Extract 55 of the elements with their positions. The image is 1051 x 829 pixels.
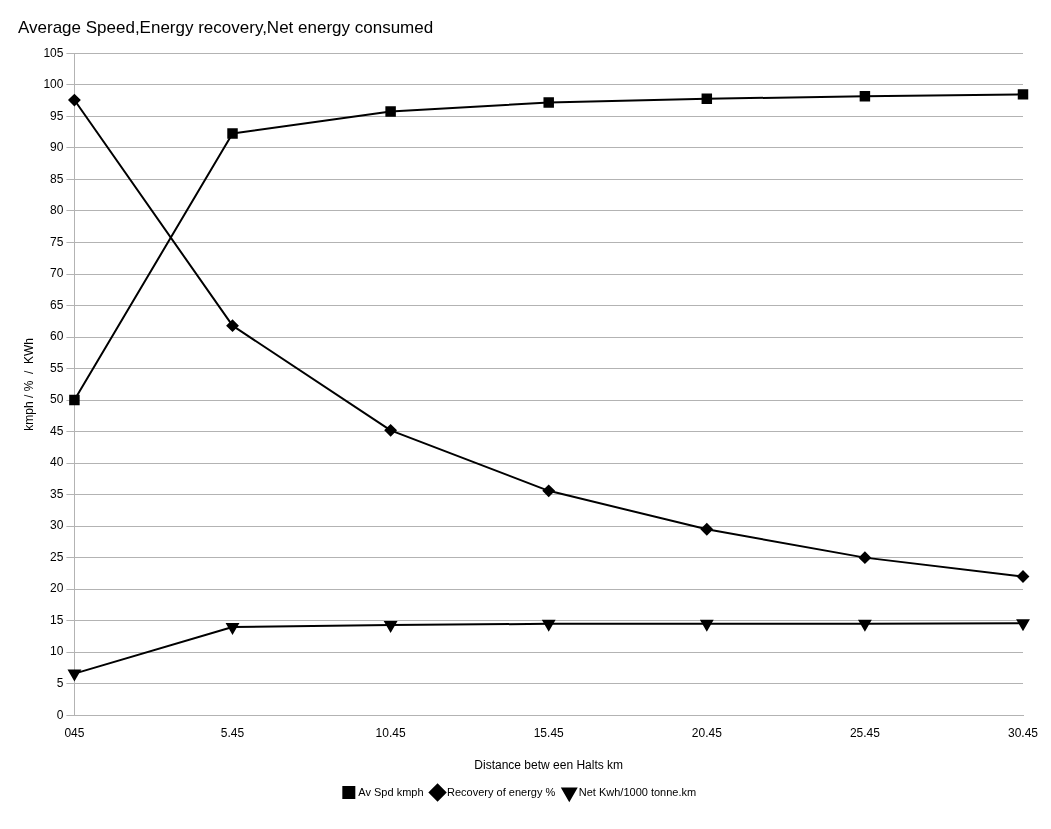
- y-tick-label: 0: [56, 707, 64, 722]
- y-tick-label: 15: [50, 612, 64, 627]
- y-tick-label: 65: [50, 297, 64, 312]
- point: [68, 94, 81, 107]
- point: [701, 93, 713, 105]
- x-tick-label: 5.45: [220, 725, 245, 740]
- point: [384, 424, 397, 437]
- point: [1017, 570, 1029, 583]
- y-tick-label: 20: [50, 581, 64, 596]
- legend-label: Net Kwh/1000 tonne.km: [578, 785, 697, 798]
- x-tick-label: 045: [64, 725, 85, 740]
- y-tick-label: 90: [50, 140, 64, 155]
- y-tick-label: 50: [50, 392, 64, 407]
- x-tick-label: 30.45: [1007, 725, 1039, 740]
- y-tick-label: 45: [50, 423, 64, 438]
- y-tick-label: 85: [50, 171, 64, 186]
- x-tick-label: 20.45: [691, 725, 723, 740]
- x-tick-label: 15.45: [533, 725, 565, 740]
- y-tick-label: 60: [50, 329, 64, 344]
- y-tick-label: 30: [50, 518, 64, 533]
- y-tick-label: 55: [50, 360, 64, 375]
- y-tick-label: 95: [50, 108, 64, 123]
- y-tick-label: 25: [50, 549, 64, 564]
- x-tick-label: 25.45: [849, 725, 881, 740]
- point: [858, 551, 871, 564]
- point: [859, 91, 871, 102]
- x-tick-label: 10.45: [375, 725, 406, 740]
- legend-label: Av Spd kmph: [358, 785, 424, 798]
- point: [69, 394, 80, 406]
- point: [543, 97, 554, 108]
- legend-label: Recovery of energy %: [447, 785, 556, 798]
- point: [1017, 89, 1029, 100]
- point: [385, 106, 396, 117]
- point: [227, 128, 238, 139]
- point: [542, 484, 555, 497]
- y-tick-label: 35: [50, 486, 64, 501]
- y-tick-label: 5: [56, 676, 64, 690]
- y-tick-label: 105: [43, 45, 64, 60]
- x-axis-title: Distance betw een Halts km: [474, 758, 624, 773]
- point: [542, 619, 555, 631]
- y-tick-label: 100: [43, 77, 64, 92]
- point: [858, 619, 872, 631]
- y-axis-title: kmph / % / KWh: [21, 337, 36, 431]
- y-tick-label: 70: [50, 266, 64, 281]
- point: [384, 621, 397, 633]
- point: [226, 319, 239, 332]
- point: [226, 622, 239, 634]
- point: [700, 619, 713, 631]
- y-tick-label: 80: [50, 203, 64, 218]
- y-tick-label: 10: [50, 644, 64, 659]
- point: [700, 523, 713, 536]
- chart-title: Average Speed,Energy recovery,Net energy consumed: [18, 17, 434, 37]
- point: [1016, 619, 1030, 631]
- y-tick-label: 40: [50, 455, 64, 470]
- y-tick-label: 75: [50, 234, 64, 249]
